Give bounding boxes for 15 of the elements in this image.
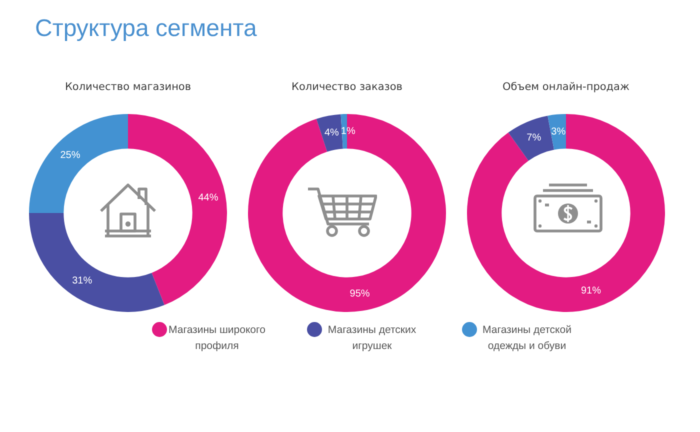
data-label: 91% (580, 286, 602, 297)
data-label: 7% (526, 132, 542, 144)
chart-subtitle: Количество магазинов (64, 81, 192, 93)
legend-label: Магазины детских игрушек (326, 323, 418, 354)
data-label: 3% (551, 126, 566, 138)
data-label: 31% (72, 275, 92, 286)
data-label: 95% (350, 288, 370, 300)
chart-title: Количество заказов (290, 81, 404, 93)
chart-title: Объем онлайн-продаж (502, 81, 630, 93)
chart-title: Структура сегмента (35, 15, 257, 43)
data-label: 4% (324, 128, 340, 139)
legend-label: Магазины детской одежды и обуви (482, 323, 572, 354)
data-label: 44% (198, 192, 218, 204)
legend-label: Магазины широкого профиля (168, 323, 266, 354)
data-label: 25% (60, 150, 80, 161)
